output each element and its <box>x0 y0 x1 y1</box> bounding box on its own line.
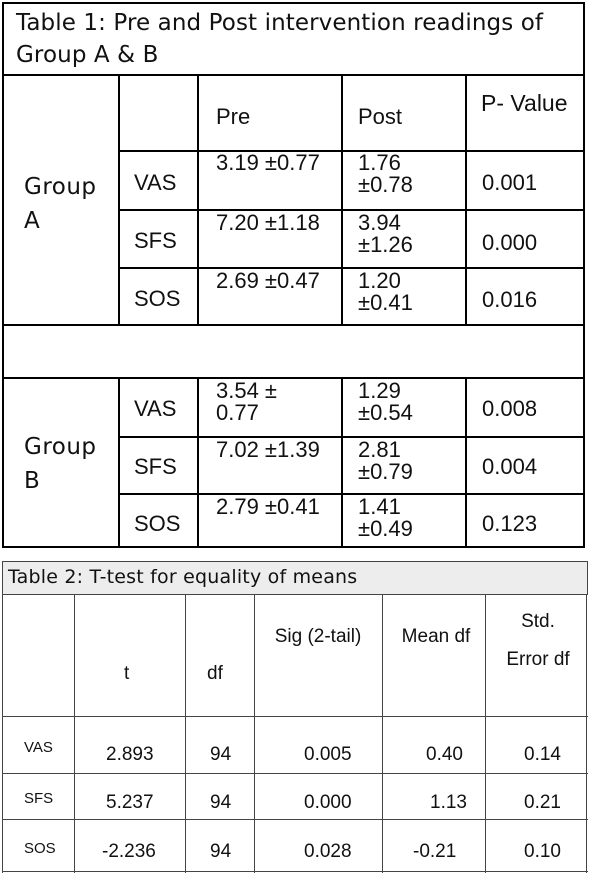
post-value: 1.20 ±0.41 <box>358 268 413 315</box>
table-1-grid-line <box>197 76 199 326</box>
table-1-grid-line <box>118 493 583 495</box>
table-2-grid-line <box>485 595 486 873</box>
p-value: 0.001 <box>482 170 538 195</box>
column-header-pre: Pre <box>216 104 251 129</box>
post-value: 1.41 ±0.49 <box>358 494 413 541</box>
table-2-caption: Table 2: T-test for equality of means <box>8 566 358 588</box>
pre-value: 7.20 ±1.18 <box>216 210 320 235</box>
p-value: 0.008 <box>482 396 538 421</box>
mean-df-value: 1.13 <box>430 792 467 813</box>
table-1-grid-line <box>465 76 467 326</box>
table-1: Table 1: Pre and Post intervention readi… <box>2 2 585 548</box>
table-2-grid-line <box>2 716 588 717</box>
row-label: SOS <box>134 511 181 536</box>
table-1-grid-line <box>118 150 583 152</box>
sig-value: 0.005 <box>304 744 352 765</box>
mean-df-value: 0.40 <box>426 744 463 765</box>
std-error-df-value: 0.14 <box>524 744 561 765</box>
table-2-grid-line <box>382 595 383 873</box>
table-2-grid-line <box>2 819 588 820</box>
table-1-grid-line <box>118 76 120 326</box>
t-value: 5.237 <box>106 792 154 813</box>
pre-value: 2.69 ±0.47 <box>216 268 320 293</box>
table-1-grid-line <box>4 324 583 326</box>
df-value: 94 <box>210 841 232 862</box>
row-label: SOS <box>24 840 56 857</box>
table-1-grid-line <box>197 378 199 548</box>
sig-value: 0.000 <box>304 792 352 813</box>
table-2-grid-line <box>586 595 587 873</box>
table-1-grid-line <box>465 378 467 548</box>
post-value: 1.76 ±0.78 <box>358 150 413 197</box>
column-header-sig: Sig (2-tail) <box>274 626 362 647</box>
row-label: SFS <box>134 454 177 479</box>
pre-value: 3.54 ± 0.77 <box>216 378 278 425</box>
df-value: 94 <box>210 744 232 765</box>
table-1-grid-line <box>118 209 583 211</box>
std-error-df-value: 0.10 <box>524 841 561 862</box>
pre-value: 7.02 ±1.39 <box>216 437 320 462</box>
table-1-caption: Table 1: Pre and Post intervention readi… <box>4 4 583 76</box>
column-header-mean-df: Mean df <box>401 626 471 647</box>
table-2: Table 2: T-test for equality of means t … <box>2 561 588 873</box>
table-1-grid-line <box>341 76 343 326</box>
table-1-grid-line <box>118 267 583 269</box>
df-value: 94 <box>210 792 232 813</box>
p-value: 0.004 <box>482 454 538 479</box>
table-2-grid-line <box>185 595 186 873</box>
std-error-df-value: 0.21 <box>524 792 561 813</box>
p-value: 0.123 <box>482 511 538 536</box>
column-header-p-value: P- Value <box>481 90 568 116</box>
row-label: VAS <box>24 739 53 756</box>
table-1-grid-line <box>118 436 583 438</box>
post-value: 2.81 ±0.79 <box>358 437 413 484</box>
table-1-grid-line <box>118 378 120 548</box>
row-label: SFS <box>24 790 54 807</box>
t-value: -2.236 <box>102 841 156 862</box>
t-value: 2.893 <box>106 744 154 765</box>
pre-value: 3.19 ±0.77 <box>216 150 320 175</box>
group-b-label: Group B <box>24 434 97 494</box>
table-1-grid-line <box>4 377 583 379</box>
table-2-grid-line <box>2 595 3 873</box>
post-value: 1.29 ±0.54 <box>358 378 413 425</box>
p-value: 0.016 <box>482 287 538 312</box>
table-2-grid-line <box>254 595 255 873</box>
row-label: SOS <box>134 286 181 311</box>
post-value: 3.94 ±1.26 <box>358 210 413 257</box>
sig-value: 0.028 <box>304 841 352 862</box>
column-header-df: df <box>207 663 223 684</box>
p-value: 0.000 <box>482 230 538 255</box>
column-header-t: t <box>124 663 130 684</box>
row-label: VAS <box>134 170 177 195</box>
pre-value: 2.79 ±0.41 <box>216 494 320 519</box>
table-2-caption-bar <box>2 561 588 595</box>
column-header-post: Post <box>358 104 403 129</box>
table-1-grid-line <box>341 378 343 548</box>
group-a-label: Group A <box>24 174 97 234</box>
column-header-std-error-df: Std. Error df <box>506 611 570 670</box>
table-2-grid-line <box>2 871 588 872</box>
row-label: SFS <box>134 228 177 253</box>
table-2-grid-line <box>2 773 588 774</box>
table-2-grid-line <box>74 595 75 873</box>
mean-df-value: -0.21 <box>413 841 457 862</box>
row-label: VAS <box>134 396 177 421</box>
